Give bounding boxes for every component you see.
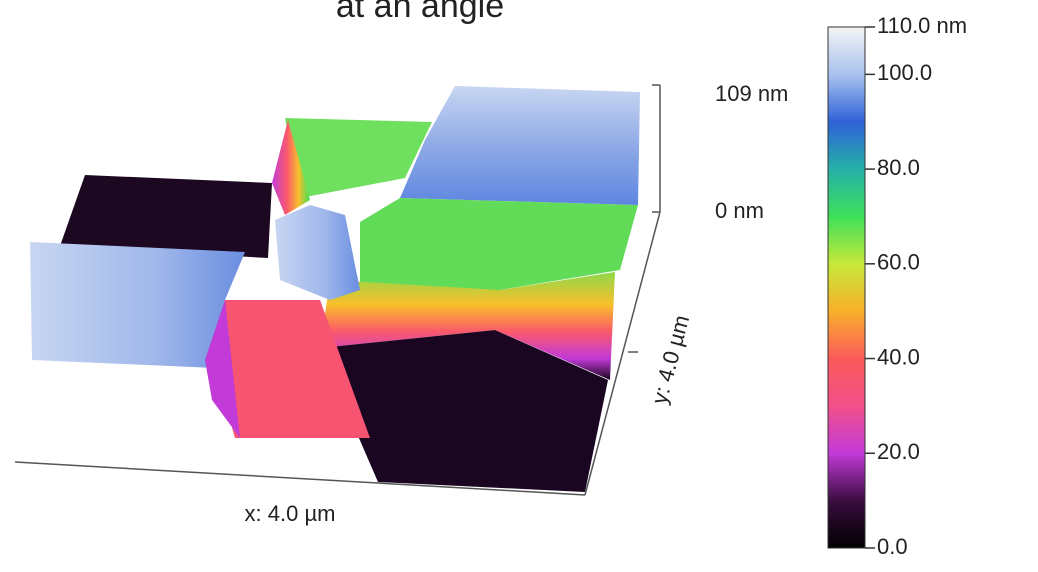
- y-axis: [584, 211, 661, 496]
- colorbar-tick-label: 110.0 nm: [877, 13, 967, 38]
- z-tick-label: 0 nm: [715, 198, 764, 223]
- x-axis: [14, 461, 586, 496]
- colorbar-tick-label: 40.0: [877, 344, 920, 369]
- z-tick-label: 109 nm: [715, 81, 788, 106]
- z-ticks: 0 nm 109 nm: [652, 81, 788, 223]
- colorbar-tick-label: 20.0: [877, 439, 920, 464]
- colorbar-tick-label: 80.0: [877, 155, 920, 180]
- x-label: x: 4.0 µm: [245, 501, 336, 526]
- colorbar-tick-label: 60.0: [877, 250, 920, 275]
- colorbar-tick-label: 0.0: [877, 534, 908, 559]
- colorbar-scale: [827, 26, 866, 549]
- y-label: y: 4.0 µm: [647, 312, 695, 406]
- surface: [30, 86, 640, 492]
- colorbar-tick-label: 100.0: [877, 60, 932, 85]
- colorbar: 0.0 20.0 40.0 60.0 80.0 100.0 110.0 nm: [827, 13, 967, 559]
- title: at an angle: [336, 0, 504, 25]
